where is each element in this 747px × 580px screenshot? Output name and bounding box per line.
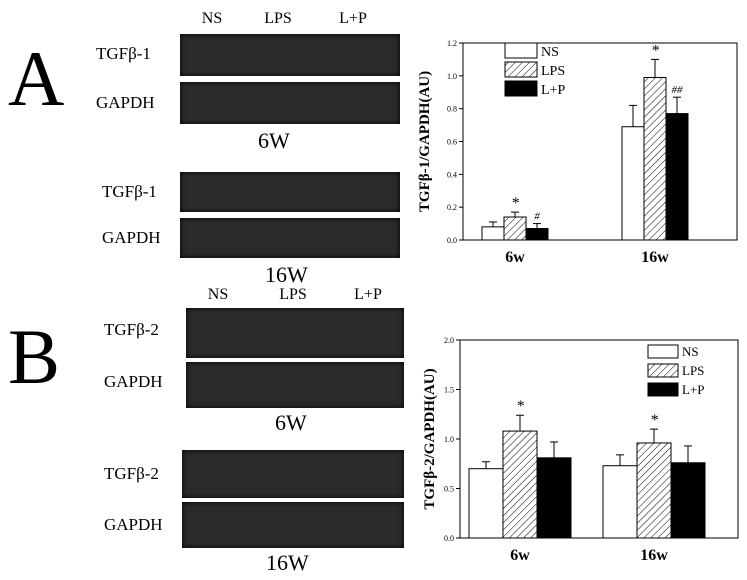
significance-mark: * — [516, 398, 524, 415]
bar — [643, 76, 667, 241]
lane-label-ns: NS — [201, 10, 223, 27]
legend-swatch — [647, 382, 679, 397]
week-label: 6W — [258, 128, 290, 153]
western-blot-strip — [180, 218, 400, 258]
x-category-label: 16w — [641, 249, 669, 266]
blot-row-label: GAPDH — [104, 372, 163, 391]
bar — [665, 113, 689, 241]
western-blot-strip — [180, 172, 400, 212]
y-tick-label: 1.0 — [447, 72, 457, 81]
week-label: 16W — [266, 550, 309, 575]
x-category-label: 6w — [510, 547, 530, 564]
bar — [502, 430, 538, 539]
legend-swatch — [647, 363, 679, 378]
bar — [536, 457, 572, 539]
legend-label: L+P — [541, 83, 565, 98]
lane-label-lp: L+P — [339, 10, 367, 27]
y-tick-label: 0.5 — [444, 485, 454, 494]
lane-label-lp: L+P — [354, 286, 382, 303]
y-tick-label: 0.0 — [444, 534, 454, 543]
legend-swatch — [504, 80, 538, 97]
bar — [481, 226, 505, 241]
y-tick-label: 0.6 — [447, 138, 457, 147]
lane-label-lps: LPS — [279, 286, 307, 303]
y-axis-label: TGFβ-2/GAPDH(AU) — [422, 368, 438, 509]
panel-letter-a: A — [8, 35, 65, 122]
plot-frame — [462, 42, 738, 241]
blot-row-label: TGFβ-2 — [104, 464, 159, 483]
bar — [503, 216, 527, 241]
significance-mark: * — [650, 412, 658, 429]
y-tick-label: 0.2 — [447, 203, 457, 212]
legend-swatch — [647, 344, 679, 359]
western-blot-strip — [186, 308, 404, 358]
y-tick-label: 0.8 — [447, 105, 457, 114]
western-blot-strip — [180, 82, 400, 124]
panel-letter-b: B — [8, 313, 61, 400]
y-axis-label: TGFβ-1/GAPDH(AU) — [417, 71, 433, 212]
y-tick-label: 2.0 — [444, 336, 454, 345]
bar — [621, 126, 645, 241]
y-tick-label: 1.0 — [444, 435, 454, 444]
x-category-label: 6w — [505, 249, 525, 266]
lane-label-ns: NS — [207, 286, 229, 303]
legend-label: NS — [541, 45, 559, 60]
western-blot-strip — [180, 34, 400, 76]
bar — [602, 465, 638, 539]
y-tick-label: 1.2 — [447, 39, 457, 48]
bar-chart-tgfb1: 0.0 0.2 0.4 0.6 0.8 1.0 1.2 TGFβ-1/GAPDH(AU) * #6… — [417, 39, 738, 266]
blot-row-label: GAPDH — [102, 228, 161, 247]
legend-swatch — [504, 61, 538, 78]
significance-mark: * — [651, 42, 659, 59]
bar — [636, 442, 672, 539]
bar — [525, 228, 549, 241]
blot-row-label: TGFβ-1 — [102, 182, 157, 201]
blot-row-label: TGFβ-2 — [104, 320, 159, 339]
western-blot-strip — [186, 362, 404, 408]
western-blot-strip — [182, 450, 404, 498]
legend-label: LPS — [541, 64, 565, 79]
y-tick-label: 0.4 — [447, 170, 457, 179]
week-label: 6W — [275, 410, 307, 435]
legend-label: L+P — [682, 382, 705, 397]
y-tick-label: 0.0 — [447, 236, 457, 245]
bar — [468, 468, 504, 539]
western-blot-strip — [182, 502, 404, 548]
y-tick-label: 1.5 — [444, 386, 454, 395]
blot-row-label: GAPDH — [104, 515, 163, 534]
x-category-label: 16w — [640, 547, 668, 564]
lane-label-lps: LPS — [264, 10, 292, 27]
significance-mark: # — [534, 211, 540, 223]
significance-mark: * — [511, 195, 519, 212]
blot-row-label: GAPDH — [96, 93, 155, 112]
legend-label: NS — [682, 344, 699, 359]
blot-row-label: TGFβ-1 — [96, 44, 151, 63]
bar-chart-tgfb2: 0.0 0.5 1.0 1.5 2.0 TGFβ-2/GAPDH(AU) * 6w * 16w NS… — [422, 336, 739, 564]
bar — [670, 462, 706, 539]
legend-label: LPS — [682, 363, 704, 378]
legend-swatch — [504, 42, 538, 59]
significance-mark: ## — [672, 84, 684, 96]
week-label: 16W — [265, 262, 308, 287]
